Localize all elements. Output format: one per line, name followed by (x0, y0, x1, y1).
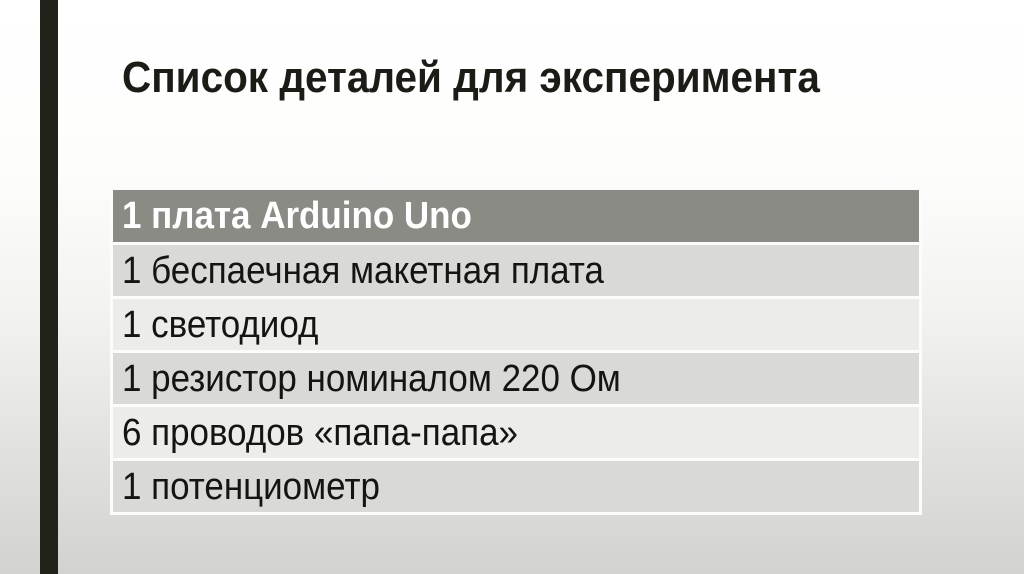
table-header-row: 1 плата Arduino Uno (113, 190, 919, 242)
slide-title-text: Список деталей для эксперимента (122, 53, 820, 102)
table-row-label: 6 проводов «папа-папа» (122, 411, 518, 454)
table-row-label: 1 резистор номиналом 220 Ом (122, 357, 621, 400)
table-row: 1 резистор номиналом 220 Ом (113, 353, 919, 404)
table-row: 1 потенциометр (113, 461, 919, 512)
table-row: 1 беспаечная макетная плата (113, 245, 919, 296)
slide-title: Список деталей для эксперимента (122, 56, 881, 100)
accent-bar (40, 0, 58, 574)
table-row: 1 светодиод (113, 299, 919, 350)
table-row-label: 1 светодиод (122, 303, 319, 346)
table-row-label: 1 потенциометр (122, 465, 380, 508)
table-row-label: 1 беспаечная макетная плата (122, 249, 604, 292)
parts-table: 1 плата Arduino Uno 1 беспаечная макетна… (110, 187, 922, 515)
table-header-label: 1 плата Arduino Uno (122, 195, 472, 237)
table-row: 6 проводов «папа-папа» (113, 407, 919, 458)
